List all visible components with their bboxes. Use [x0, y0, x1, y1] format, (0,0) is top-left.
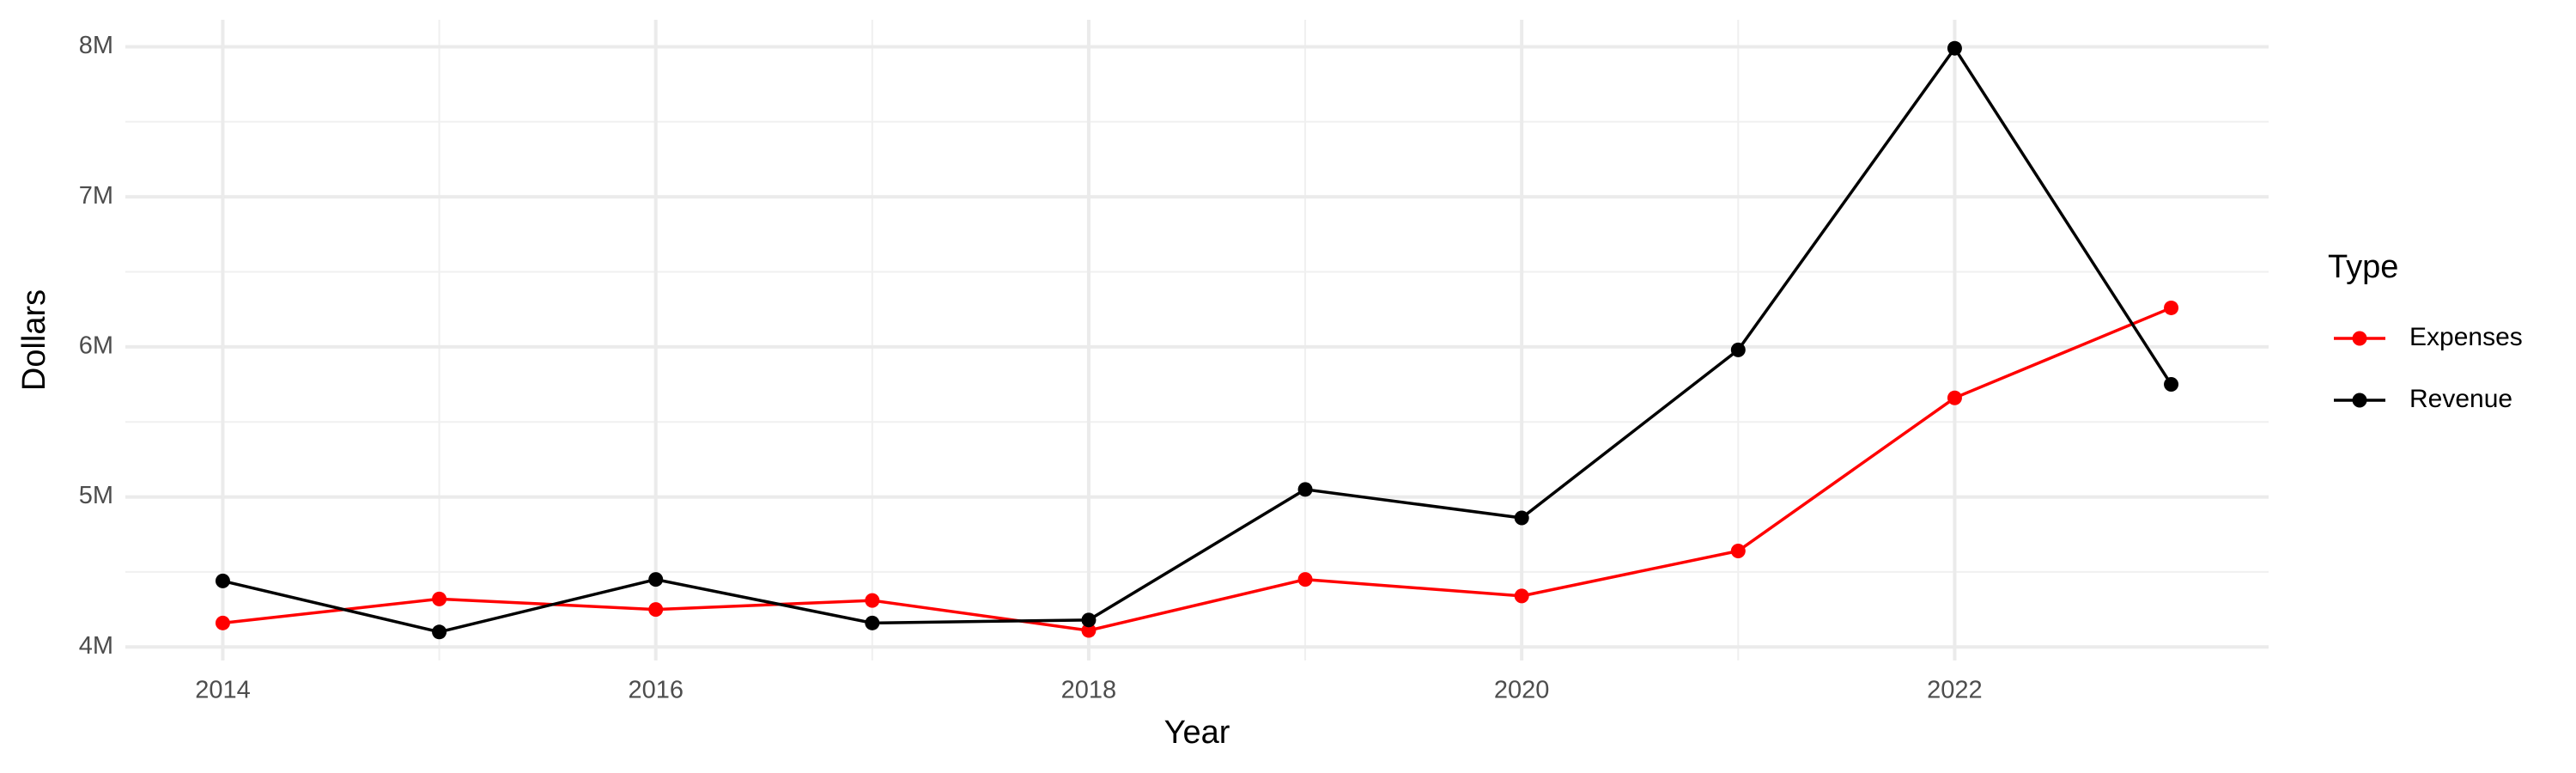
y-tick-label: 8M: [79, 32, 113, 59]
point: [215, 615, 230, 630]
point: [865, 615, 880, 630]
legend-point: [2352, 331, 2367, 346]
point: [1947, 40, 1962, 56]
point: [1730, 342, 1746, 357]
point: [1514, 510, 1529, 526]
y-tick-label: 7M: [79, 182, 113, 210]
point: [1514, 588, 1529, 604]
legend-label: Revenue: [2409, 385, 2512, 413]
point: [1947, 390, 1962, 405]
x-tick-label: 2020: [1494, 677, 1550, 704]
point: [432, 624, 447, 640]
point: [1730, 543, 1746, 558]
point: [215, 573, 230, 588]
point: [1297, 572, 1313, 587]
point: [2164, 377, 2179, 393]
point: [2164, 300, 2179, 315]
legend-label: Expenses: [2409, 323, 2523, 351]
line: [222, 46, 2173, 634]
y-tick-label: 5M: [79, 482, 113, 509]
line: [222, 306, 2172, 632]
point: [1297, 482, 1313, 497]
x-tick-label: 2022: [1927, 677, 1983, 704]
point: [648, 572, 664, 587]
point: [1081, 612, 1097, 628]
x-tick-label: 2016: [628, 677, 683, 704]
x-tick-label: 2014: [195, 677, 251, 704]
y-axis-title: Dollars: [16, 289, 52, 391]
point: [1081, 623, 1097, 638]
legend-point: [2352, 393, 2367, 408]
point: [648, 602, 664, 618]
x-tick-label: 2018: [1061, 677, 1117, 704]
point: [432, 591, 447, 606]
x-axis-title: Year: [1164, 715, 1230, 751]
legend-title: Type: [2328, 249, 2398, 285]
y-tick-label: 6M: [79, 332, 113, 360]
point: [865, 593, 880, 608]
y-tick-label: 4M: [79, 632, 113, 660]
